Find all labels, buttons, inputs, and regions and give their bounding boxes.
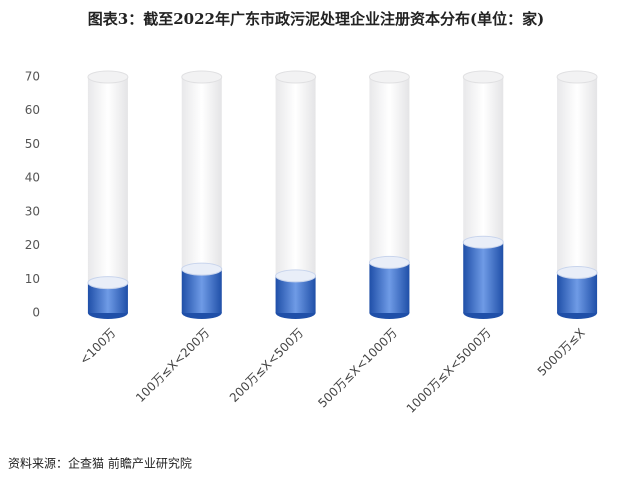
bar-top	[556, 266, 598, 280]
bar	[181, 269, 222, 313]
y-tick-label: 30	[25, 204, 40, 218]
y-tick-label: 0	[32, 306, 40, 320]
cylinder-background	[87, 77, 128, 313]
x-tick-label: <100万	[77, 326, 119, 368]
y-tick-label: 70	[25, 70, 40, 84]
cylinder-background-top	[275, 70, 317, 84]
x-tick-label: 100万≤X<200万	[133, 326, 212, 405]
y-tick-label: 10	[25, 272, 40, 286]
source-note: 资料来源：企查猫 前瞻产业研究院	[8, 456, 192, 471]
x-tick-label: 5000万≤X	[535, 326, 588, 379]
x-tick-label: 200万≤X<500万	[227, 326, 306, 405]
y-tick-label: 60	[25, 103, 40, 117]
cylinder-background-top	[181, 70, 223, 84]
bar	[369, 262, 410, 313]
y-tick-label: 20	[25, 238, 40, 252]
bar-top	[462, 235, 504, 249]
cylinder-background-top	[556, 70, 598, 84]
y-tick-label: 40	[25, 171, 40, 185]
bar-top	[181, 262, 223, 276]
cylinder-background-top	[368, 70, 410, 84]
cylinder-background-top	[87, 70, 129, 84]
bar-top	[368, 255, 410, 269]
y-tick-label: 50	[25, 137, 40, 151]
bar-top	[275, 269, 317, 283]
x-tick-label: 500万≤X<1000万	[315, 326, 400, 411]
cylinder-background-top	[462, 70, 504, 84]
x-tick-label: 1000万≤X<5000万	[404, 326, 494, 416]
bar	[463, 242, 504, 313]
bar-top	[87, 276, 129, 290]
chart-title: 图表3：截至2022年广东市政污泥处理企业注册资本分布(单位：家)	[88, 10, 544, 28]
bar	[557, 272, 598, 313]
